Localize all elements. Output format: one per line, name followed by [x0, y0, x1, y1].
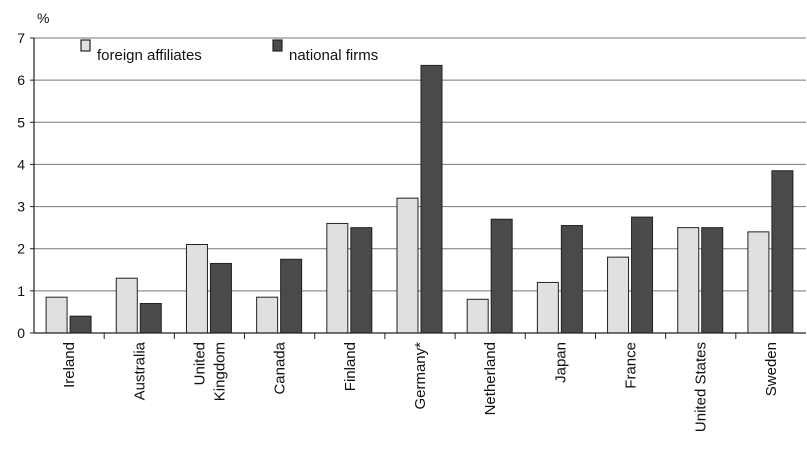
bar-foreign-affiliates	[326, 222, 349, 334]
bar-foreign-affiliates	[536, 281, 559, 334]
x-category-label: Netherland	[482, 342, 499, 415]
legend: foreign affiliates national firms	[80, 39, 378, 64]
bar-national-firms	[280, 258, 303, 334]
bar-foreign-affiliates	[115, 277, 138, 334]
bar-foreign-affiliates	[607, 256, 630, 334]
bar-national-firms	[490, 218, 513, 334]
bar-national-firms	[350, 227, 373, 334]
bar-foreign-affiliates	[185, 244, 208, 334]
legend-swatch	[80, 39, 91, 52]
legend-swatch	[272, 39, 283, 52]
bar-national-firms	[139, 303, 162, 334]
x-category-label: Kingdom	[211, 342, 228, 401]
x-category-label: Finland	[342, 342, 359, 391]
y-tick-label: 0	[17, 325, 25, 341]
y-tick-label: 6	[17, 72, 25, 88]
y-axis-unit: %	[37, 10, 49, 26]
bar-foreign-affiliates	[45, 296, 68, 334]
x-category-label: United States	[693, 342, 710, 432]
bar-national-firms	[209, 262, 232, 334]
bar-national-firms	[631, 216, 654, 334]
y-tick-label: 3	[17, 199, 25, 215]
x-category-label: France	[623, 342, 640, 389]
gridlines	[34, 37, 806, 292]
bar-foreign-affiliates	[256, 296, 279, 334]
bar-foreign-affiliates	[747, 231, 770, 334]
bar-national-firms	[69, 315, 92, 334]
x-category-label: United	[191, 342, 208, 385]
bar-national-firms	[701, 227, 724, 334]
x-axis-ticks: Ireland Australia United Kingdom Canada Finla…	[61, 333, 780, 432]
x-category-label: Japan	[552, 342, 569, 383]
legend-label: national firms	[289, 47, 378, 64]
bar-national-firms	[771, 170, 794, 334]
x-category-label: Canada	[272, 341, 289, 394]
y-axis-ticks: 0 1 2 3 4 5 6 7	[17, 30, 34, 341]
x-category-label: Sweden	[763, 342, 780, 396]
legend-label: foreign affiliates	[97, 47, 202, 64]
bar-national-firms	[560, 225, 583, 334]
x-category-label: Germany*	[412, 342, 429, 410]
x-category-label: Australia	[131, 341, 148, 400]
x-category-label: Ireland	[61, 342, 78, 388]
y-tick-label: 5	[17, 114, 25, 130]
y-tick-label: 1	[17, 283, 25, 299]
bar-foreign-affiliates	[396, 197, 419, 334]
y-tick-label: 4	[17, 156, 25, 172]
bar-foreign-affiliates	[677, 227, 700, 334]
bar-foreign-affiliates	[466, 298, 489, 334]
bar-national-firms	[420, 64, 443, 334]
y-tick-label: 7	[17, 30, 25, 46]
y-tick-label: 2	[17, 241, 25, 257]
bars	[45, 64, 794, 334]
